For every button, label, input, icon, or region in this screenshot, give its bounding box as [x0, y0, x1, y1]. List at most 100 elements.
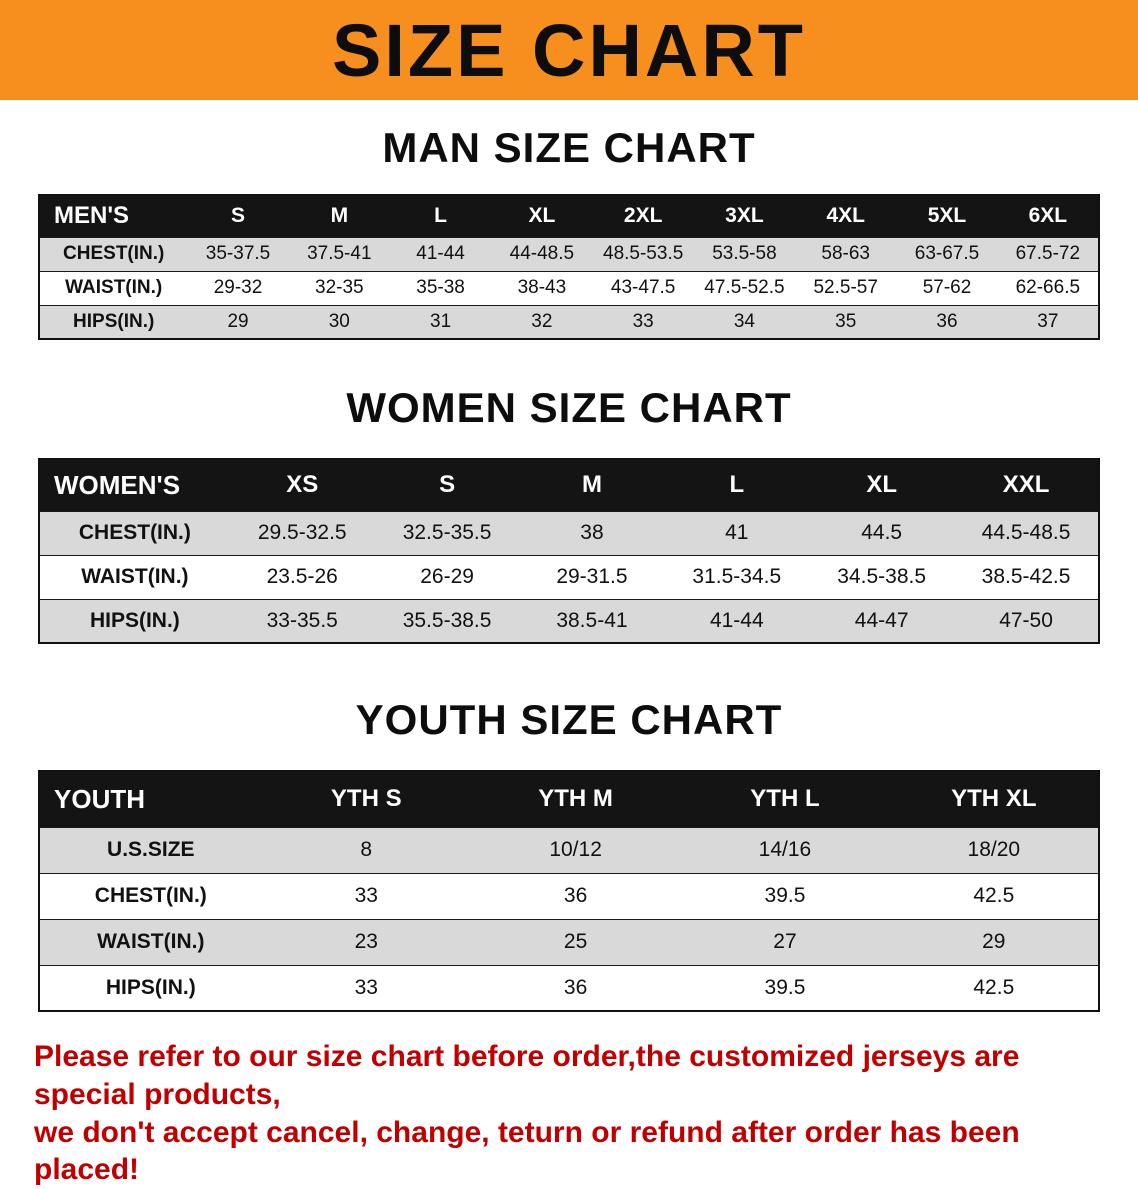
size-column-header: YTH L — [680, 770, 890, 828]
size-value: 29-32 — [187, 270, 289, 306]
table-row: CHEST(IN.) 33 36 39.5 42.5 — [39, 872, 1099, 920]
size-value: 37 — [997, 304, 1099, 340]
size-value: 25 — [470, 918, 681, 966]
size-value: 33 — [592, 304, 694, 340]
size-value: 26-29 — [374, 554, 520, 600]
size-value: 37.5-41 — [288, 236, 390, 272]
size-value: 41-44 — [664, 598, 810, 644]
size-column-header: S — [374, 458, 520, 512]
size-value: 34.5-38.5 — [809, 554, 955, 600]
size-value: 33 — [261, 872, 471, 920]
size-value: 38.5-42.5 — [954, 554, 1099, 600]
row-label: U.S.SIZE — [39, 826, 262, 874]
table-header-row: WOMEN'S XS S M L XL XXL — [39, 458, 1099, 512]
size-value: 10/12 — [470, 826, 681, 874]
table-row: CHEST(IN.) 29.5-32.5 32.5-35.5 38 41 44.5 44.5… — [39, 510, 1099, 556]
size-value: 41 — [664, 510, 810, 556]
size-value: 44-48.5 — [491, 236, 593, 272]
row-label: HIPS(IN.) — [39, 598, 230, 644]
size-value: 29 — [187, 304, 289, 340]
size-value: 39.5 — [680, 872, 890, 920]
size-value: 36 — [470, 872, 681, 920]
size-value: 32-35 — [288, 270, 390, 306]
size-value: 29.5-32.5 — [229, 510, 375, 556]
size-value: 44.5-48.5 — [954, 510, 1099, 556]
banner-title: SIZE CHART — [332, 8, 806, 92]
size-value: 30 — [288, 304, 390, 340]
size-value: 47.5-52.5 — [693, 270, 796, 306]
size-value: 36 — [470, 964, 681, 1012]
size-column-header: YTH XL — [889, 770, 1099, 828]
notice-line-2: we don't accept cancel, change, teturn o… — [34, 1115, 1020, 1187]
size-column-header: XXL — [954, 458, 1099, 512]
size-value: 8 — [261, 826, 471, 874]
size-value: 52.5-57 — [795, 270, 897, 306]
table-header-row: MEN'S S M L XL 2XL 3XL 4XL 5XL 6XL — [39, 194, 1099, 238]
size-value: 29 — [889, 918, 1099, 966]
size-column-header: 2XL — [592, 194, 694, 238]
size-value: 58-63 — [795, 236, 897, 272]
size-column-header: 6XL — [997, 194, 1099, 238]
size-value: 18/20 — [889, 826, 1099, 874]
size-value: 33 — [261, 964, 471, 1012]
row-label: WAIST(IN.) — [39, 918, 262, 966]
size-value: 38-43 — [491, 270, 593, 306]
banner: SIZE CHART — [0, 0, 1138, 100]
table-header-row: YOUTH YTH S YTH M YTH L YTH XL — [39, 770, 1099, 828]
size-value: 67.5-72 — [997, 236, 1099, 272]
notice-line-1: Please refer to our size chart before or… — [34, 1040, 1020, 1111]
size-value: 44-47 — [809, 598, 955, 644]
table-corner-label: WOMEN'S — [39, 458, 230, 512]
table-corner-label: YOUTH — [39, 770, 262, 828]
size-value: 36 — [896, 304, 998, 340]
row-label: HIPS(IN.) — [39, 964, 262, 1012]
table-row: WAIST(IN.) 29-32 32-35 35-38 38-43 43-47.5 47.… — [39, 270, 1099, 306]
size-value: 62-66.5 — [997, 270, 1099, 306]
size-value: 33-35.5 — [229, 598, 375, 644]
row-label: HIPS(IN.) — [39, 304, 188, 340]
size-value: 39.5 — [680, 964, 890, 1012]
table-row: WAIST(IN.) 23.5-26 26-29 29-31.5 31.5-34.5 34… — [39, 554, 1099, 600]
row-label: CHEST(IN.) — [39, 872, 262, 920]
size-value: 31.5-34.5 — [664, 554, 810, 600]
table-row: HIPS(IN.) 33 36 39.5 42.5 — [39, 964, 1099, 1012]
size-column-header: S — [187, 194, 289, 238]
size-column-header: XL — [491, 194, 593, 238]
size-column-header: XL — [809, 458, 955, 512]
table-row: CHEST(IN.) 35-37.5 37.5-41 41-44 44-48.5 48.5… — [39, 236, 1099, 272]
size-column-header: XS — [229, 458, 375, 512]
table-row: HIPS(IN.) 33-35.5 35.5-38.5 38.5-41 41-44 44-… — [39, 598, 1099, 644]
size-value: 23 — [261, 918, 471, 966]
youth-section-heading: YOUTH SIZE CHART — [355, 696, 783, 743]
size-value: 42.5 — [889, 872, 1099, 920]
size-value: 35 — [795, 304, 897, 340]
size-value: 44.5 — [809, 510, 955, 556]
row-label: CHEST(IN.) — [39, 510, 230, 556]
size-value: 53.5-58 — [693, 236, 796, 272]
size-value: 32.5-35.5 — [374, 510, 520, 556]
men-section-heading: MAN SIZE CHART — [382, 124, 756, 171]
size-value: 29-31.5 — [519, 554, 665, 600]
size-value: 38 — [519, 510, 665, 556]
size-column-header: YTH M — [470, 770, 681, 828]
table-corner-label: MEN'S — [39, 194, 188, 238]
row-label: WAIST(IN.) — [39, 554, 230, 600]
size-value: 63-67.5 — [896, 236, 998, 272]
size-column-header: YTH S — [261, 770, 471, 828]
size-value: 35.5-38.5 — [374, 598, 520, 644]
size-value: 32 — [491, 304, 593, 340]
size-value: 43-47.5 — [592, 270, 694, 306]
size-value: 23.5-26 — [229, 554, 375, 600]
size-value: 57-62 — [896, 270, 998, 306]
women-size-table: WOMEN'S XS S M L XL XXL CHEST(IN.) 29.5-32.5 32.5… — [38, 458, 1100, 644]
size-value: 48.5-53.5 — [592, 236, 694, 272]
youth-size-table: YOUTH YTH S YTH M YTH L YTH XL U.S.SIZE 8 10/12… — [38, 770, 1100, 1012]
size-value: 14/16 — [680, 826, 890, 874]
size-value: 38.5-41 — [519, 598, 665, 644]
row-label: CHEST(IN.) — [39, 236, 188, 272]
women-section-heading: WOMEN SIZE CHART — [346, 384, 792, 431]
size-value: 47-50 — [954, 598, 1099, 644]
size-column-header: L — [389, 194, 492, 238]
size-value: 34 — [693, 304, 796, 340]
